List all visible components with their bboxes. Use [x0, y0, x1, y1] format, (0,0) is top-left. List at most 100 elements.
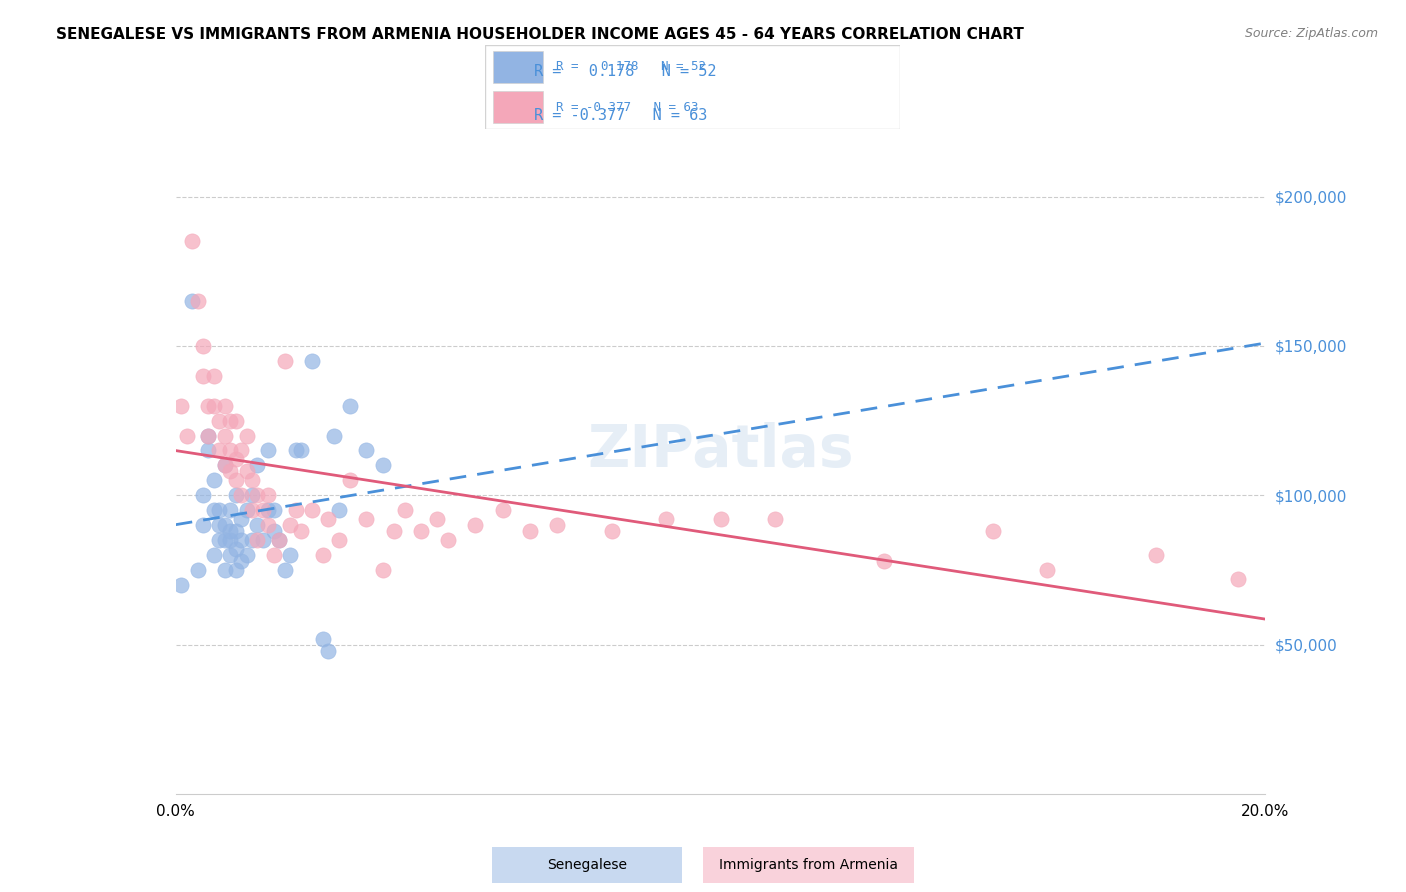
Point	[225, 473, 247, 487]
Point	[655, 512, 678, 526]
Point	[202, 503, 225, 517]
Point	[301, 354, 323, 368]
Point	[981, 524, 1004, 538]
Point	[208, 443, 231, 458]
Point	[219, 414, 242, 428]
Point	[202, 368, 225, 383]
Point	[492, 503, 515, 517]
Point	[214, 458, 236, 473]
Point	[235, 428, 257, 442]
Point	[219, 533, 242, 547]
Text: Source: ZipAtlas.com: Source: ZipAtlas.com	[1244, 27, 1378, 40]
Point	[181, 294, 204, 309]
Point	[235, 548, 257, 562]
Point	[181, 235, 204, 249]
Point	[208, 518, 231, 533]
Point	[208, 533, 231, 547]
Point	[191, 518, 214, 533]
Point	[186, 563, 209, 577]
Point	[312, 548, 335, 562]
Text: Senegalese: Senegalese	[547, 858, 627, 872]
Point	[356, 443, 378, 458]
Point	[426, 512, 449, 526]
FancyBboxPatch shape	[494, 51, 543, 83]
Point	[263, 524, 285, 538]
Point	[197, 399, 219, 413]
Point	[235, 464, 257, 478]
Point	[219, 443, 242, 458]
Point	[464, 518, 486, 533]
Point	[246, 518, 269, 533]
Point	[312, 632, 335, 646]
Point	[600, 524, 623, 538]
Point	[257, 503, 280, 517]
Point	[214, 428, 236, 442]
Point	[202, 473, 225, 487]
Point	[263, 503, 285, 517]
Point	[263, 548, 285, 562]
Point	[284, 443, 307, 458]
FancyBboxPatch shape	[494, 91, 543, 123]
Text: R = -0.377   N = 63: R = -0.377 N = 63	[534, 109, 707, 123]
FancyBboxPatch shape	[485, 45, 900, 129]
Point	[437, 533, 460, 547]
Point	[176, 428, 198, 442]
Point	[240, 473, 263, 487]
Point	[214, 563, 236, 577]
Text: Immigrants from Armenia: Immigrants from Armenia	[718, 858, 898, 872]
Point	[197, 428, 219, 442]
Point	[219, 503, 242, 517]
Point	[170, 578, 193, 592]
Point	[191, 368, 214, 383]
Point	[371, 563, 394, 577]
Point	[240, 503, 263, 517]
Point	[763, 512, 786, 526]
Text: SENEGALESE VS IMMIGRANTS FROM ARMENIA HOUSEHOLDER INCOME AGES 45 - 64 YEARS CORR: SENEGALESE VS IMMIGRANTS FROM ARMENIA HO…	[56, 27, 1024, 42]
Point	[219, 524, 242, 538]
Point	[322, 428, 344, 442]
Point	[269, 533, 291, 547]
Point	[290, 443, 312, 458]
Point	[197, 443, 219, 458]
Point	[318, 643, 340, 657]
Point	[339, 473, 361, 487]
Point	[301, 503, 323, 517]
Point	[246, 488, 269, 502]
Point	[231, 488, 253, 502]
Point	[278, 548, 301, 562]
Point	[382, 524, 405, 538]
Point	[170, 399, 193, 413]
Point	[246, 533, 269, 547]
Point	[225, 541, 247, 556]
Text: R = -0.377   N = 63: R = -0.377 N = 63	[555, 101, 699, 114]
Point	[278, 518, 301, 533]
Point	[219, 548, 242, 562]
Text: R =   0.178   N = 52: R = 0.178 N = 52	[555, 60, 706, 73]
Point	[252, 533, 274, 547]
Point	[191, 488, 214, 502]
Point	[231, 443, 253, 458]
Point	[257, 443, 280, 458]
Point	[257, 518, 280, 533]
Point	[214, 458, 236, 473]
Point	[197, 428, 219, 442]
Point	[214, 399, 236, 413]
Point	[186, 294, 209, 309]
Point	[318, 512, 340, 526]
Text: ZIPatlas: ZIPatlas	[588, 422, 853, 479]
Point	[274, 563, 297, 577]
Point	[208, 503, 231, 517]
Point	[710, 512, 733, 526]
Point	[1144, 548, 1167, 562]
Point	[225, 488, 247, 502]
Point	[394, 503, 416, 517]
Point	[328, 533, 350, 547]
Point	[284, 503, 307, 517]
Point	[409, 524, 432, 538]
Point	[371, 458, 394, 473]
FancyBboxPatch shape	[492, 847, 682, 883]
Point	[231, 554, 253, 568]
FancyBboxPatch shape	[703, 847, 914, 883]
Point	[339, 399, 361, 413]
Point	[328, 503, 350, 517]
